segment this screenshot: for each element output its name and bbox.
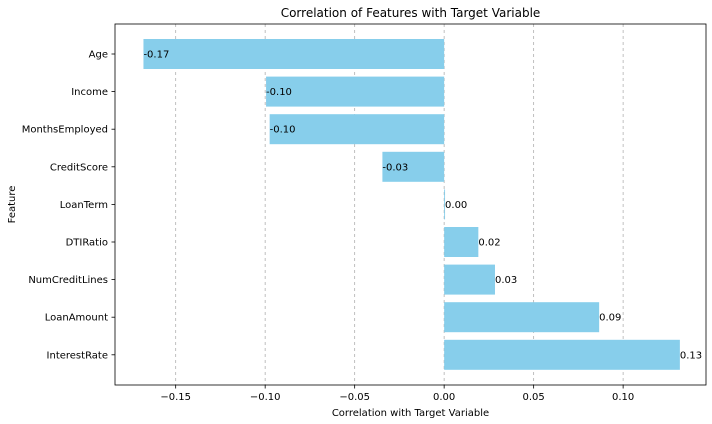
data-label: 0.03 — [495, 275, 517, 286]
data-label: -0.03 — [382, 162, 408, 173]
y-tick-label: CreditScore — [50, 162, 108, 173]
x-tick-label: −0.05 — [339, 392, 370, 403]
bar-income — [266, 76, 445, 107]
bar-numcreditlines — [444, 264, 495, 295]
x-tick-label: 0.10 — [612, 392, 634, 403]
y-tick-label: InterestRate — [47, 350, 108, 361]
y-tick-label: MonthsEmployed — [22, 125, 108, 136]
y-tick-label: Age — [89, 50, 108, 61]
data-label: 0.13 — [680, 350, 702, 361]
bar-monthsemployed — [269, 114, 445, 145]
x-axis-title: Correlation with Target Variable — [332, 408, 489, 419]
chart-title: Correlation of Features with Target Vari… — [281, 6, 541, 20]
data-label: -0.10 — [266, 87, 292, 98]
bar-layer: -0.17 -0.10 -0.10 -0.03 0.00 0.02 0.03 0.09 0.13 — [143, 39, 702, 370]
x-tick-label: −0.10 — [250, 392, 281, 403]
y-tick-label: LoanAmount — [45, 313, 108, 324]
y-tick-label: DTIRatio — [66, 238, 108, 249]
data-label: 0.02 — [478, 238, 500, 249]
x-tick-label: −0.15 — [160, 392, 191, 403]
y-tick-label: Income — [71, 87, 108, 98]
data-label: 0.00 — [445, 200, 467, 211]
tick-layer: −0.15 −0.10 −0.05 0.00 0.05 0.10 Age Income Mont… — [22, 50, 635, 404]
data-label: 0.09 — [599, 313, 621, 324]
y-axis-title: Feature — [7, 186, 18, 224]
bar-age — [143, 39, 445, 69]
bar-loanterm — [444, 189, 446, 220]
x-tick-label: 0.05 — [523, 392, 545, 403]
x-tick-label: 0.00 — [433, 392, 455, 403]
bar-interestrate — [444, 339, 680, 370]
data-label: -0.17 — [143, 50, 169, 61]
data-label: -0.10 — [270, 125, 296, 136]
bar-creditscore — [382, 151, 445, 182]
y-tick-label: NumCreditLines — [28, 275, 108, 286]
bar-dtiratio — [444, 227, 479, 257]
y-tick-label: LoanTerm — [60, 200, 108, 211]
bar-loanamount — [444, 302, 600, 333]
